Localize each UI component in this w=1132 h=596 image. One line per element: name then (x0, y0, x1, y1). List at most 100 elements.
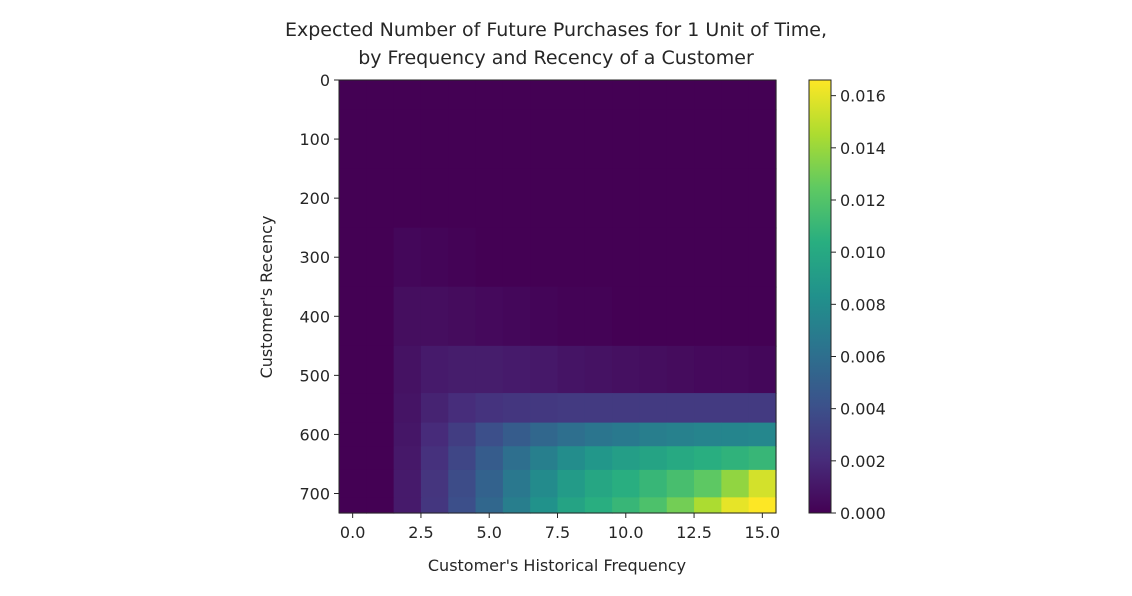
heatmap-cell (502, 497, 531, 514)
heatmap-cell (639, 168, 668, 229)
heatmap-cell (530, 497, 559, 514)
heatmap-cell (475, 345, 504, 394)
heatmap-cell (448, 286, 477, 347)
x-tick-label: 15.0 (745, 523, 781, 542)
heatmap-cell (666, 227, 695, 288)
heatmap-cell (448, 446, 477, 471)
heatmap-cell (448, 422, 477, 447)
heatmap-cell (694, 422, 722, 447)
heatmap-cell (721, 227, 750, 288)
heatmap-cell (339, 286, 367, 347)
heatmap-cell (612, 286, 641, 347)
heatmap-cell (612, 393, 641, 424)
heatmap-cell (448, 497, 477, 514)
heatmap-cell (502, 109, 531, 170)
heatmap-cell (366, 497, 395, 514)
heatmap-cell (366, 286, 395, 347)
colorbar (809, 80, 831, 513)
y-tick-label: 100 (299, 130, 330, 149)
heatmap-cell (639, 497, 668, 514)
heatmap-cell (420, 393, 449, 424)
colorbar-tick-label: 0.012 (840, 191, 886, 210)
heatmap-cell (339, 446, 367, 471)
heatmap-cell (502, 446, 531, 471)
heatmap-cell (721, 469, 750, 498)
heatmap-cell (557, 168, 586, 229)
heatmap-cell (639, 80, 668, 111)
colorbar-tick-label: 0.004 (840, 400, 886, 419)
heatmap-cell (502, 80, 531, 111)
heatmap-cell (393, 227, 422, 288)
y-axis-label: Customer's Recency (257, 216, 276, 379)
heatmap-cell (666, 80, 695, 111)
y-tick-label: 600 (299, 425, 330, 444)
heatmap-cell (612, 168, 641, 229)
heatmap-cell (502, 168, 531, 229)
heatmap-cell (612, 422, 641, 447)
heatmap-cell (612, 80, 641, 111)
x-tick-label: 5.0 (476, 523, 501, 542)
heatmap-cell (748, 227, 777, 288)
heatmap-cell (639, 422, 668, 447)
heatmap-cell (694, 469, 722, 498)
colorbar-tick-label: 0.002 (840, 452, 886, 471)
heatmap-cell (694, 497, 722, 514)
heatmap-cell (530, 446, 559, 471)
heatmap-cell (475, 497, 504, 514)
colorbar-tick-label: 0.016 (840, 87, 886, 106)
heatmap-cell (366, 469, 395, 498)
heatmap-cell (721, 109, 750, 170)
heatmap-cell (393, 80, 422, 111)
heatmap-cell (748, 345, 777, 394)
heatmap-cell (666, 469, 695, 498)
heatmap-cell (748, 422, 777, 447)
heatmap-cell (666, 109, 695, 170)
heatmap-cell (694, 345, 722, 394)
heatmap-cell (448, 227, 477, 288)
x-axis-ticks: 0.0 2.5 5.0 7.5 10.0 12.5 15.0 (340, 513, 780, 542)
heatmap-cell (694, 227, 722, 288)
heatmap-cell (748, 393, 777, 424)
heatmap-cell (420, 345, 449, 394)
colorbar-tick-label: 0.006 (840, 347, 886, 366)
heatmap-cell (612, 227, 641, 288)
y-tick-label: 400 (299, 307, 330, 326)
heatmap-cell (530, 469, 559, 498)
heatmap-cell (612, 446, 641, 471)
heatmap-cell (393, 286, 422, 347)
heatmap-cell (666, 393, 695, 424)
heatmap-cell (584, 469, 613, 498)
heatmap-cell (393, 422, 422, 447)
heatmap-cell (502, 469, 531, 498)
heatmap-cell (530, 422, 559, 447)
heatmap-cell (639, 446, 668, 471)
heatmap-cell (339, 109, 367, 170)
heatmap-cell (393, 497, 422, 514)
y-tick-label: 500 (299, 366, 330, 385)
heatmap-cell (339, 497, 367, 514)
heatmap-cell (530, 80, 559, 111)
heatmap-cell (420, 227, 449, 288)
heatmap-cell (530, 109, 559, 170)
heatmap-cell (639, 469, 668, 498)
heatmap-cell (748, 80, 777, 111)
heatmap-cell (639, 345, 668, 394)
heatmap-cell (721, 168, 750, 229)
heatmap-cell (639, 109, 668, 170)
heatmap-cell (612, 469, 641, 498)
heatmap-cell (448, 345, 477, 394)
heatmap-cell (748, 286, 777, 347)
heatmap-cell (420, 109, 449, 170)
heatmap-cell (366, 345, 395, 394)
heatmap-cell (530, 286, 559, 347)
heatmap-cell (721, 497, 750, 514)
heatmap-cell (420, 497, 449, 514)
heatmap-cell (339, 168, 367, 229)
heatmap-cell (420, 168, 449, 229)
heatmap-cell (694, 286, 722, 347)
heatmap-cell (366, 422, 395, 447)
heatmap-cell (584, 286, 613, 347)
heatmap-cell (584, 80, 613, 111)
heatmap-cell (584, 345, 613, 394)
heatmap-cell (448, 393, 477, 424)
